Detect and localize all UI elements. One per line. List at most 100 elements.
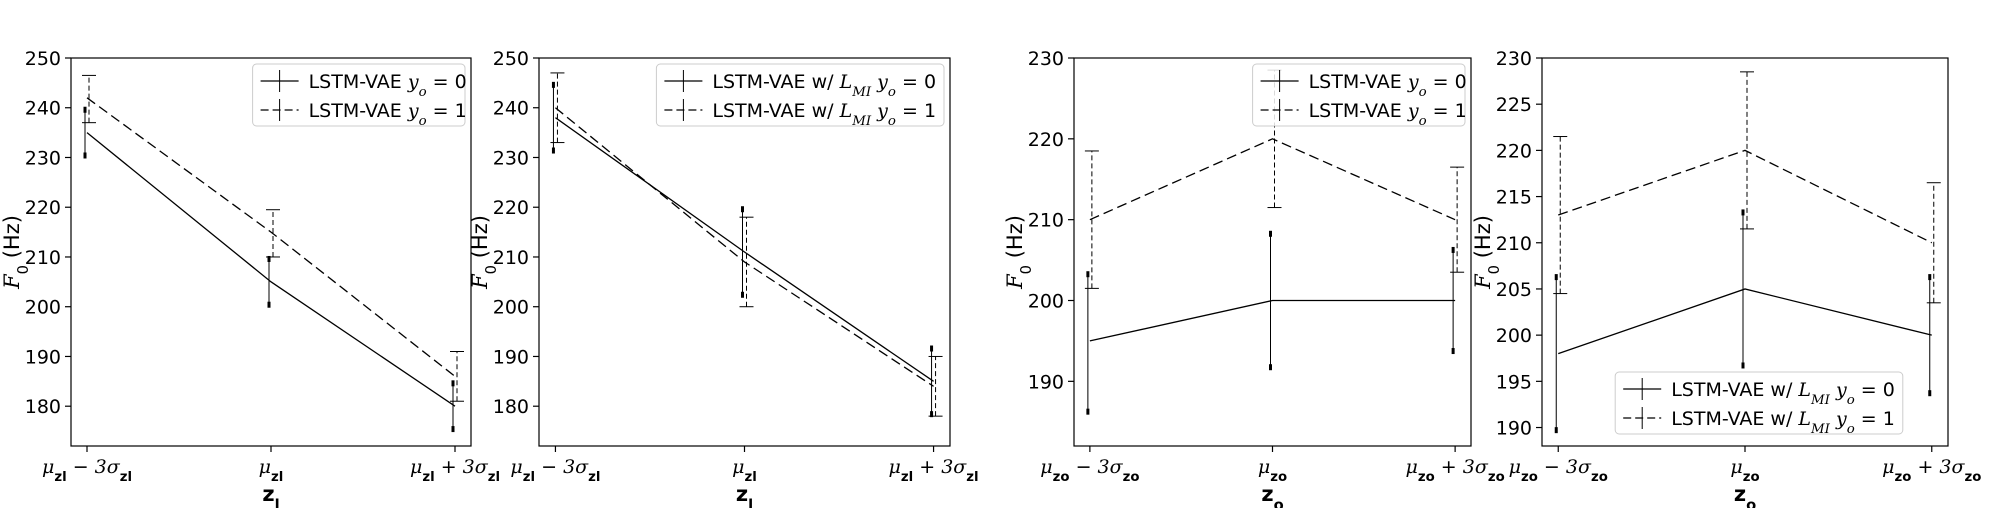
legend-label-1: LSTM-VAE yo = 0 [1309, 71, 1467, 100]
error-marker [267, 255, 271, 262]
series-line-1 [555, 117, 934, 382]
y-tick-label: 230 [493, 147, 529, 169]
y-tick-label: 220 [493, 197, 529, 219]
y-tick-label: 200 [493, 297, 529, 319]
legend-box [1614, 371, 1904, 435]
x-tick-label: μzo + 3σzo [1882, 456, 1981, 485]
error-marker [930, 411, 934, 418]
legend-label-2: LSTM-VAE w/ LMI yo = 1 [1671, 408, 1895, 437]
chart-panel-3: 190 200 210 220 230 μzo − 3σzo μzo μzo + 3σzo zo… [1003, 48, 1505, 508]
chart-panel-4: 190 195 200 205 210 215 220 225 230 μzo − 3σzo μzo… [1471, 48, 1981, 508]
chart-panel-1: 180 190 200 210 220 230 240 250 μzl − 3σzl μzl μzl… [0, 48, 500, 508]
legend-box [1252, 63, 1466, 127]
y-tick-label: 180 [493, 396, 529, 418]
error-marker [451, 426, 455, 433]
y-axis-label: F0 (Hz) [1471, 215, 1503, 290]
error-marker [1741, 362, 1745, 369]
x-tick-label: μzo − 3σzo [1509, 456, 1608, 485]
x-axis-label: zl [262, 482, 279, 508]
series-line-1 [86, 132, 456, 407]
error-marker [1451, 348, 1455, 355]
series-line-2 [86, 97, 456, 377]
y-tick-label: 205 [1496, 279, 1532, 301]
x-axis-label: zl [736, 482, 753, 508]
error-marker [1269, 230, 1272, 237]
y-tick-label: 220 [1496, 140, 1532, 162]
y-tick-label: 190 [493, 346, 529, 368]
legend-label-2: LSTM-VAE yo = 1 [1309, 100, 1467, 129]
y-tick-label: 210 [1028, 210, 1064, 232]
series-line-1 [1558, 288, 1932, 355]
y-tick-label: 220 [25, 197, 61, 219]
y-tick-label: 190 [1028, 371, 1064, 393]
legend-label-1: LSTM-VAE w/ LMI yo = 0 [1671, 379, 1895, 408]
y-tick-label: 215 [1496, 187, 1532, 209]
y-tick-label: 210 [1496, 233, 1532, 255]
legend-label-1: LSTM-VAE yo = 0 [309, 71, 467, 100]
y-axis-label: F0 (Hz) [468, 215, 500, 290]
x-axis-label: zo [1261, 482, 1283, 508]
x-tick-label: μzo [1258, 456, 1287, 485]
y-tick-label: 180 [25, 396, 61, 418]
y-tick-label: 200 [25, 297, 61, 319]
y-tick-label: 210 [493, 247, 529, 269]
error-marker [83, 152, 87, 159]
series-line-2 [555, 107, 934, 387]
y-axis-label: F0 (Hz) [1003, 215, 1035, 290]
error-marker [1269, 364, 1272, 371]
x-tick-label: μzo − 3σzo [1040, 456, 1139, 485]
x-tick-label: μzl + 3σzl [889, 456, 979, 485]
x-axis-label: zo [1734, 482, 1756, 508]
y-tick-label: 190 [1496, 418, 1532, 440]
series-line-2 [1558, 149, 1933, 244]
y-tick-label: 240 [25, 98, 61, 120]
error-marker [267, 301, 271, 308]
error-marker [1554, 427, 1558, 434]
legend-box [252, 63, 466, 127]
error-marker [83, 106, 87, 113]
y-tick-label: 225 [1496, 94, 1532, 116]
error-marker [930, 345, 934, 352]
y-tick-label: 230 [1028, 48, 1064, 70]
error-marker [451, 380, 455, 387]
legend-label-2: LSTM-VAE yo = 1 [309, 100, 467, 129]
error-marker [1451, 246, 1455, 253]
error-marker [1086, 271, 1090, 278]
legend-box [655, 63, 945, 127]
x-tick-label: μzo [1730, 456, 1759, 485]
legend-label-2: LSTM-VAE w/ LMI yo = 1 [712, 100, 936, 129]
y-tick-label: 210 [25, 247, 61, 269]
y-tick-label: 240 [493, 98, 529, 120]
y-axis-label: F0 (Hz) [0, 215, 32, 290]
y-tick-label: 200 [1496, 325, 1532, 347]
y-tick-label: 220 [1028, 129, 1064, 151]
legend-label-1: LSTM-VAE w/ LMI yo = 0 [712, 71, 936, 100]
y-tick-label: 195 [1496, 371, 1532, 393]
error-marker [741, 206, 744, 213]
error-marker [551, 81, 555, 88]
series-line-2 [1089, 138, 1456, 221]
x-tick-label: μzl [732, 456, 757, 485]
error-marker [551, 147, 555, 154]
error-marker [1554, 274, 1558, 281]
y-tick-label: 250 [493, 48, 529, 70]
y-tick-label: 230 [1496, 48, 1532, 70]
series-line-1 [1089, 299, 1456, 342]
y-tick-label: 250 [25, 48, 61, 70]
x-tick-label: μzo + 3σzo [1406, 456, 1505, 485]
error-marker [1086, 408, 1090, 415]
chart-panel-2: 180 190 200 210 220 230 240 250 μzl − 3σzl μzl μzl… [468, 48, 979, 508]
error-marker [1741, 209, 1745, 216]
error-marker [1928, 274, 1932, 281]
y-tick-label: 200 [1028, 291, 1064, 313]
error-marker [741, 291, 744, 298]
y-tick-label: 230 [25, 147, 61, 169]
x-tick-label: μzl − 3σzl [510, 456, 600, 485]
x-tick-label: μzl − 3σzl [42, 456, 132, 485]
error-marker [1928, 390, 1932, 397]
